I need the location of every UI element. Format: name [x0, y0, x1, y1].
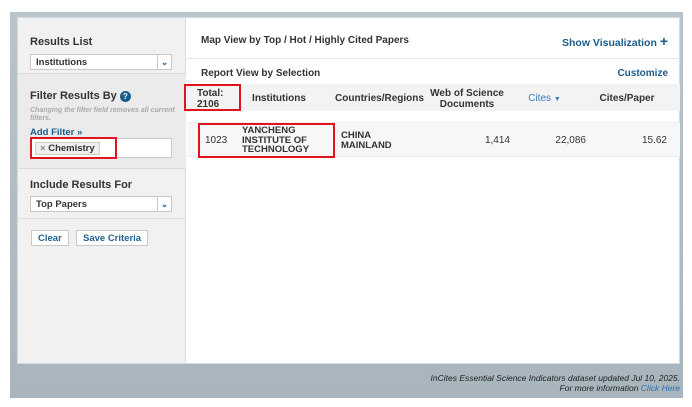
- results-list-label: Results List: [30, 36, 93, 48]
- show-visualization-link[interactable]: Show Visualization +: [561, 33, 668, 49]
- col-cites[interactable]: Cites ▼: [528, 93, 561, 104]
- chevron-down-icon: ⌄: [157, 197, 171, 211]
- click-here-link[interactable]: Click Here: [640, 383, 680, 393]
- rank: 1023: [205, 135, 228, 146]
- total-count: Total: 2106: [197, 88, 224, 110]
- clear-button[interactable]: Clear: [31, 230, 69, 246]
- col-wos-documents[interactable]: Web of Science Documents: [430, 88, 504, 110]
- filter-note: Changing the filter field removes all cu…: [30, 107, 175, 122]
- report-view-title: Report View by Selection: [201, 68, 321, 79]
- main-area: Map View by Top / Hot / Highly Cited Pap…: [184, 18, 680, 363]
- col-cites-per-paper[interactable]: Cites/Paper: [599, 93, 655, 104]
- include-section: Include Results For Top Papers ⌄: [18, 169, 186, 219]
- include-label: Include Results For: [30, 179, 133, 191]
- add-filter-link[interactable]: Add Filter »: [30, 127, 83, 138]
- filter-label: Filter Results By ?: [30, 90, 131, 102]
- highlight-box: [184, 84, 241, 111]
- results-list-select[interactable]: Institutions ⌄: [30, 54, 172, 70]
- question-circle-icon[interactable]: ?: [119, 91, 131, 102]
- wos-documents: 1,414: [484, 135, 510, 146]
- include-select[interactable]: Top Papers ⌄: [30, 196, 172, 212]
- country-link[interactable]: CHINA MAINLAND: [341, 130, 392, 151]
- save-criteria-button[interactable]: Save Criteria: [76, 230, 149, 246]
- cites-per-paper: 15.62: [641, 135, 667, 146]
- chevron-down-icon: ⌄: [157, 55, 171, 69]
- plus-icon: +: [659, 33, 668, 49]
- sidebar: Results List Institutions ⌄ Filter Result…: [18, 18, 186, 363]
- content-panel: Results List Institutions ⌄ Filter Result…: [17, 17, 680, 364]
- institution-link[interactable]: YANCHENG INSTITUTE OF TECHNOLOGY: [242, 125, 310, 155]
- cites: 22,086: [555, 135, 586, 146]
- caret-down-icon: ▼: [553, 96, 561, 103]
- highlight-box: [30, 137, 117, 159]
- col-countries[interactable]: Countries/Regions: [335, 93, 424, 104]
- filter-tag: × Chemistry: [35, 142, 100, 155]
- customize-link[interactable]: Customize: [617, 68, 668, 79]
- map-view-title: Map View by Top / Hot / Highly Cited Pap…: [201, 35, 409, 46]
- footer-note: InCites Essential Science Indicators dat…: [430, 373, 681, 393]
- filter-section: Filter Results By ? Changing the filter …: [18, 74, 186, 169]
- include-value: Top Papers: [36, 199, 88, 210]
- remove-tag-icon[interactable]: ×: [40, 143, 46, 154]
- results-list-value: Institutions: [36, 57, 88, 68]
- table-header: Total: 2106 Institutions Countries/Region…: [187, 84, 680, 111]
- results-list-section: Results List Institutions ⌄: [18, 18, 186, 74]
- highlight-box: [198, 123, 335, 158]
- col-institutions[interactable]: Institutions: [252, 93, 306, 104]
- table-row: 1023 YANCHENG INSTITUTE OF TECHNOLOGY CH…: [187, 122, 680, 157]
